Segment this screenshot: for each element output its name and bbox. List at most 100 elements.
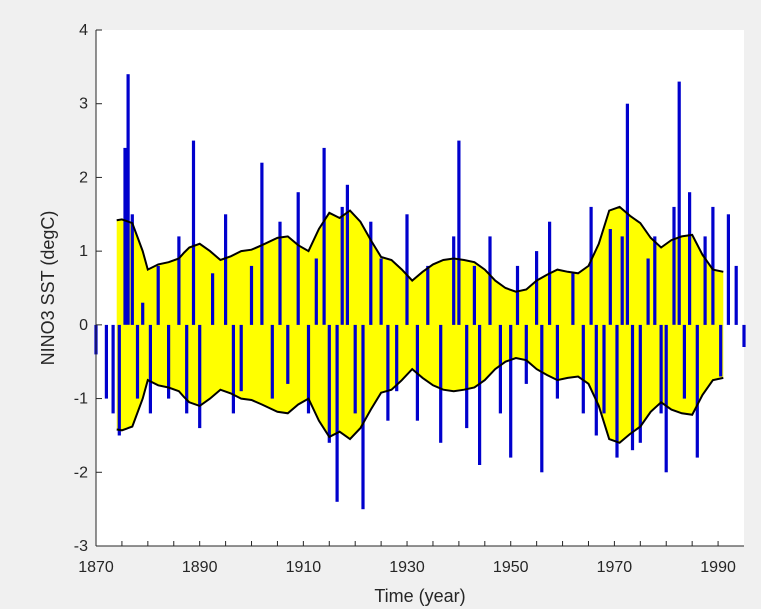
sst-bar — [231, 324, 235, 414]
sst-bar — [156, 265, 160, 325]
y-tick-label: -3 — [74, 538, 88, 555]
sst-bar — [361, 324, 365, 510]
x-axis-label: Time (year) — [374, 586, 465, 606]
sst-bar — [478, 324, 482, 465]
x-tick-label: 1910 — [286, 559, 322, 576]
sst-bar — [111, 324, 115, 414]
y-tick-label: -1 — [74, 391, 88, 408]
sst-bar — [386, 324, 390, 421]
sst-bar — [664, 324, 668, 473]
sst-bar — [540, 324, 544, 473]
sst-bar — [672, 206, 676, 325]
sst-bar — [581, 324, 585, 414]
sst-bar — [270, 324, 274, 399]
sst-bar — [589, 206, 593, 325]
sst-bar — [535, 251, 539, 325]
sst-bar — [742, 324, 746, 347]
sst-bar — [711, 206, 715, 325]
sst-bar — [465, 324, 469, 429]
sst-bar — [260, 162, 264, 325]
sst-bar — [659, 324, 663, 414]
sst-bar — [682, 324, 686, 399]
envelope-layer — [116, 206, 724, 443]
sst-bar — [719, 324, 723, 377]
y-tick-label: 0 — [79, 317, 88, 334]
sst-bar — [498, 324, 502, 414]
sst-bar — [117, 324, 121, 436]
sst-bar — [395, 324, 399, 392]
sst-bar — [695, 324, 699, 458]
y-axis-label: NINO3 SST (degC) — [38, 211, 58, 366]
sst-bar — [239, 324, 243, 392]
sst-bar — [198, 324, 202, 429]
sst-bar — [314, 258, 318, 325]
sst-bar — [340, 206, 344, 325]
x-tick-label: 1970 — [597, 559, 633, 576]
sst-bar — [615, 324, 619, 458]
sst-bar — [602, 324, 606, 414]
y-tick-label: 1 — [79, 243, 88, 260]
axes — [95, 30, 744, 547]
sst-bar — [148, 324, 152, 414]
sst-bar — [130, 214, 134, 325]
x-ticks: 1870 1890 1910 1930 1950 1970 1990 — [78, 541, 736, 576]
sst-bar — [369, 221, 373, 325]
sst-bar — [211, 273, 215, 325]
sst-bar — [286, 324, 290, 384]
sst-bar — [439, 324, 443, 443]
envelope-fill — [116, 206, 724, 443]
sst-bar — [646, 258, 650, 325]
sst-bar — [524, 324, 528, 384]
sst-bar — [405, 214, 409, 325]
sst-bar — [335, 324, 339, 502]
sst-bar — [322, 147, 326, 325]
y-tick-label: 3 — [79, 96, 88, 113]
y-tick-label: 2 — [79, 169, 88, 186]
sst-bar — [224, 214, 228, 325]
sst-bar — [457, 140, 461, 325]
sst-bar — [191, 140, 196, 325]
sst-bar — [638, 324, 642, 443]
sst-bar — [327, 324, 331, 443]
sst-bar — [509, 324, 513, 458]
sst-bar — [726, 214, 730, 325]
x-tick-label: 1890 — [182, 559, 218, 576]
sst-bar — [345, 184, 349, 325]
sst-bar — [177, 236, 181, 325]
sst-bar — [135, 324, 140, 399]
lower-envelope-line — [116, 356, 724, 444]
x-tick-label: 1930 — [389, 559, 425, 576]
sst-bar — [620, 236, 624, 325]
x-tick-label: 1950 — [493, 559, 529, 576]
y-ticks: 4 3 2 1 0 -1 -2 -3 — [74, 22, 102, 555]
sst-bar — [296, 192, 300, 325]
upper-envelope-line — [116, 205, 724, 293]
sst-bar — [167, 324, 171, 399]
sst-bar — [249, 265, 254, 325]
sst-bar — [306, 324, 311, 414]
sst-bar — [185, 324, 189, 414]
sst-bar — [379, 258, 383, 325]
sst-bar — [594, 324, 598, 436]
sst-bar — [608, 229, 612, 325]
sst-bar — [555, 324, 559, 399]
envelope-lines — [116, 205, 724, 444]
sst-bar — [630, 324, 635, 451]
sst-bar — [104, 324, 108, 399]
sst-bar — [278, 221, 282, 325]
sst-bar — [452, 236, 456, 325]
sst-bar — [126, 74, 130, 325]
sst-bar — [677, 81, 681, 325]
sst-bar — [353, 324, 357, 414]
sst-bar — [515, 265, 520, 325]
sst-bar — [571, 273, 575, 325]
sst-bar — [488, 236, 492, 325]
sst-bar — [472, 265, 476, 325]
sst-bar — [653, 236, 657, 325]
x-tick-label: 1870 — [78, 559, 114, 576]
x-tick-label: 1990 — [700, 559, 736, 576]
y-tick-label: 4 — [79, 22, 88, 39]
sst-bar — [703, 236, 707, 325]
sst-bar — [734, 265, 738, 325]
